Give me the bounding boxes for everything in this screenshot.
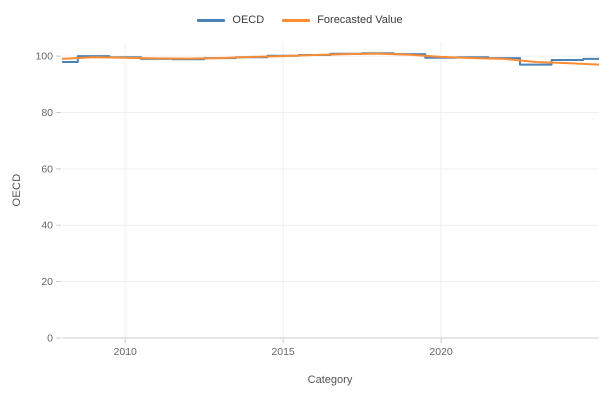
x-tick-label: 2020 [429,346,453,358]
y-tick-label: 60 [41,163,53,175]
y-axis-title: OECD [11,173,23,207]
y-tick-label: 80 [41,107,53,119]
legend-swatch-forecasted-value [282,19,311,22]
x-tick-label: 2010 [114,346,138,358]
legend-label-forecasted-value: Forecasted Value [317,14,403,26]
y-tick-label: 100 [35,51,53,63]
legend-item-oecd[interactable]: OECD [197,15,264,26]
legend-item-forecasted-value[interactable]: Forecasted Value [282,14,403,26]
legend-swatch-oecd [197,19,226,22]
chart-legend: OECD Forecasted Value [0,15,600,26]
y-tick-label: 20 [41,276,53,288]
series-line-forecasted-value [61,52,600,66]
x-tick-label: 2015 [271,346,295,358]
y-tick-label: 0 [47,333,53,345]
x-axis-title: Category [307,374,353,386]
y-tick-label: 40 [41,220,53,232]
legend-label-oecd: OECD [232,14,265,26]
